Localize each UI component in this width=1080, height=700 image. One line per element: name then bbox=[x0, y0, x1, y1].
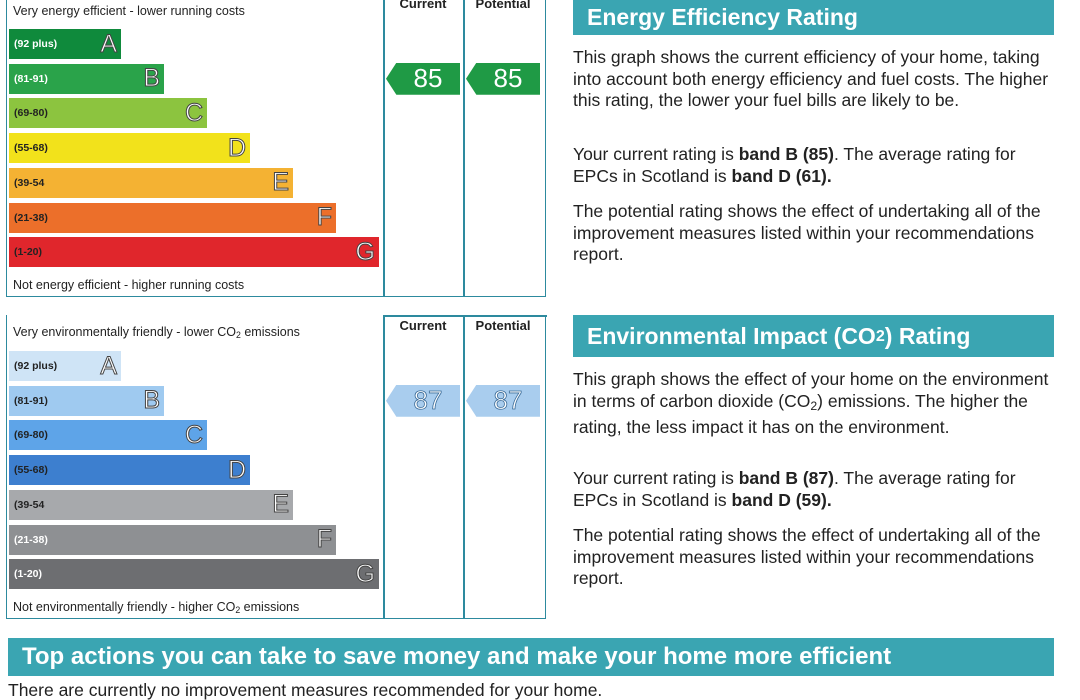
energy-top-label: Very energy efficient - lower running co… bbox=[13, 4, 245, 18]
env-band-letter: F bbox=[316, 525, 332, 553]
env-band-e: (39-54 E bbox=[9, 489, 293, 520]
energy-band-letter: A bbox=[100, 29, 118, 58]
env-band-range: (92 plus) bbox=[14, 360, 58, 372]
energy-bottom-label: Not energy efficient - higher running co… bbox=[13, 278, 245, 292]
env-band-range: (69-80) bbox=[14, 429, 48, 442]
environmental-impact-heading: Environmental Impact (CO 2) Rating bbox=[573, 315, 1054, 357]
energy-band-range: (92 plus) bbox=[14, 38, 58, 50]
energy-band-range: (1-20) bbox=[14, 246, 43, 259]
energy-potential-text: The potential rating shows the effect of… bbox=[573, 201, 1041, 264]
env-current-column-header: Current bbox=[399, 318, 447, 333]
env-band-letter: C bbox=[184, 420, 203, 449]
energy-potential-rating: 85 bbox=[466, 62, 540, 95]
env-current-column-divider bbox=[383, 315, 385, 618]
env-band-range: (1-20) bbox=[14, 568, 43, 581]
energy-band-letter: E bbox=[272, 168, 290, 197]
energy-band-letter: D bbox=[227, 133, 246, 162]
potential-column-divider bbox=[463, 0, 465, 296]
env-band-letter: B bbox=[143, 386, 161, 415]
env-band-a: (92 plus) A bbox=[9, 351, 121, 381]
energy-description: This graph shows the current efficiency … bbox=[573, 47, 1049, 110]
potential-column-header: Potential bbox=[475, 0, 531, 11]
energy-band-letter: C bbox=[184, 98, 203, 127]
energy-band-range: (55-68) bbox=[14, 142, 48, 155]
energy-band-range: (39-54 bbox=[14, 176, 45, 189]
energy-band-e: (39-54 E bbox=[9, 167, 293, 198]
env-band-letter: G bbox=[355, 559, 375, 588]
env-band-letter: D bbox=[227, 455, 246, 484]
energy-efficiency-chart: Current Potential Very energy efficient … bbox=[6, 0, 546, 297]
energy-band-g: (1-20) G bbox=[9, 237, 379, 268]
energy-band-b: (81-91) B bbox=[9, 63, 164, 94]
env-potential-rating: 87 bbox=[466, 384, 540, 417]
env-potential-text: The potential rating shows the effect of… bbox=[573, 525, 1041, 588]
env-band-range: (39-54 bbox=[14, 498, 45, 511]
current-column-header: Current bbox=[399, 0, 447, 11]
environmental-impact-chart: Current Potential Very environmentally f… bbox=[6, 315, 547, 619]
energy-band-f: (21-38) F bbox=[9, 202, 336, 233]
energy-band-letter: B bbox=[143, 64, 161, 93]
env-header-border bbox=[383, 315, 547, 317]
env-band-d: (55-68) D bbox=[9, 455, 250, 486]
top-actions-heading: Top actions you can take to save money a… bbox=[8, 638, 1054, 676]
env-top-label: Very environmentally friendly - lower CO… bbox=[13, 325, 300, 341]
energy-band-d: (55-68) D bbox=[9, 133, 250, 164]
env-band-letter: E bbox=[272, 490, 290, 519]
env-band-g: (1-20) G bbox=[9, 559, 379, 590]
top-actions-text: There are currently no improvement measu… bbox=[8, 680, 603, 700]
energy-efficiency-heading: Energy Efficiency Rating bbox=[573, 0, 1054, 35]
energy-band-letter: G bbox=[355, 237, 375, 266]
env-band-letter: A bbox=[100, 351, 118, 380]
env-band-c: (69-80) C bbox=[9, 420, 207, 451]
current-column-divider bbox=[383, 0, 385, 296]
energy-band-range: (69-80) bbox=[14, 107, 48, 120]
energy-band-range: (21-38) bbox=[14, 211, 48, 224]
env-band-range: (81-91) bbox=[14, 394, 48, 407]
energy-band-letter: F bbox=[316, 203, 332, 231]
energy-band-range: (81-91) bbox=[14, 72, 48, 85]
env-bottom-label: Not environmentally friendly - higher CO… bbox=[13, 600, 300, 616]
env-description: This graph shows the effect of your home… bbox=[573, 369, 1049, 438]
env-band-f: (21-38) F bbox=[9, 524, 336, 555]
energy-current-rating-text: Your current rating is band B (85). The … bbox=[573, 144, 1016, 186]
env-band-range: (21-38) bbox=[14, 533, 48, 546]
env-potential-column-divider bbox=[463, 315, 465, 618]
energy-current-rating: 85 bbox=[386, 62, 460, 95]
env-potential-column-header: Potential bbox=[475, 318, 531, 333]
env-current-rating: 87 bbox=[386, 384, 460, 417]
env-current-rating-text: Your current rating is band B (87). The … bbox=[573, 468, 1016, 510]
energy-band-c: (69-80) C bbox=[9, 98, 207, 129]
env-band-range: (55-68) bbox=[14, 464, 48, 477]
energy-band-a: (92 plus) A bbox=[9, 29, 121, 59]
env-band-b: (81-91) B bbox=[9, 385, 164, 416]
